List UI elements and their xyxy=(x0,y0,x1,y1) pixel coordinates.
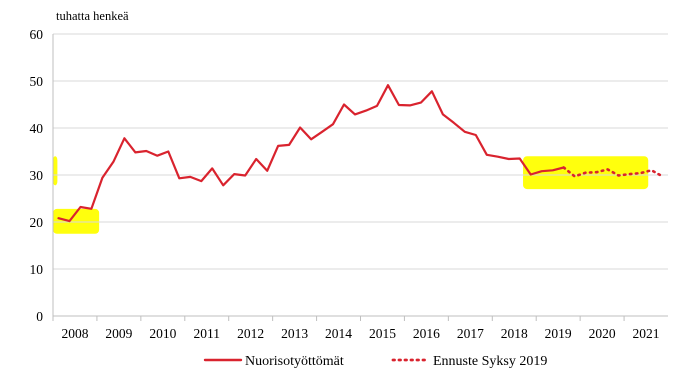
y-tick-label: 20 xyxy=(30,215,44,230)
y-tick-label: 0 xyxy=(36,309,43,324)
x-tick-label: 2015 xyxy=(369,326,396,341)
gridlines xyxy=(53,33,668,270)
x-tick-label: 2018 xyxy=(501,326,528,341)
y-tick-label: 30 xyxy=(30,168,44,183)
series-line-2 xyxy=(562,166,664,178)
x-tick-label: 2021 xyxy=(633,326,660,341)
y-tick-label: 50 xyxy=(30,74,44,89)
x-tick-label: 2014 xyxy=(325,326,352,341)
y-tick-label: 60 xyxy=(30,27,44,42)
x-tick-label: 2012 xyxy=(237,326,264,341)
tick-labels: 0 10 20 30 40 50 60 2008 2009 2010 2011 2012 2013 201… xyxy=(30,27,660,341)
legend-label-1: Nuorisotyöttömät xyxy=(245,354,344,369)
x-tick-label: 2016 xyxy=(413,326,440,341)
x-tick-label: 2009 xyxy=(105,326,132,341)
x-tick-label: 2011 xyxy=(194,326,221,341)
highlight-marker-2 xyxy=(53,156,58,186)
highlight-marker-1 xyxy=(53,208,100,234)
x-tick-label: 2010 xyxy=(149,326,176,341)
legend: Nuorisotyöttömät Ennuste Syksy 2019 xyxy=(203,354,547,369)
axes xyxy=(52,34,668,321)
series-line-1 xyxy=(57,84,565,223)
x-tick-label: 2020 xyxy=(589,326,616,341)
x-tick-label: 2017 xyxy=(457,326,484,341)
y-tick-label: 10 xyxy=(30,262,44,277)
x-tick-label: 2008 xyxy=(61,326,88,341)
legend-label-2: Ennuste Syksy 2019 xyxy=(433,354,547,369)
x-tick-label: 2013 xyxy=(281,326,308,341)
y-axis-unit-label: tuhatta henkeä xyxy=(56,9,129,23)
y-tick-label: 40 xyxy=(30,121,44,136)
series-lines xyxy=(57,84,664,223)
x-tick-label: 2019 xyxy=(545,326,572,341)
